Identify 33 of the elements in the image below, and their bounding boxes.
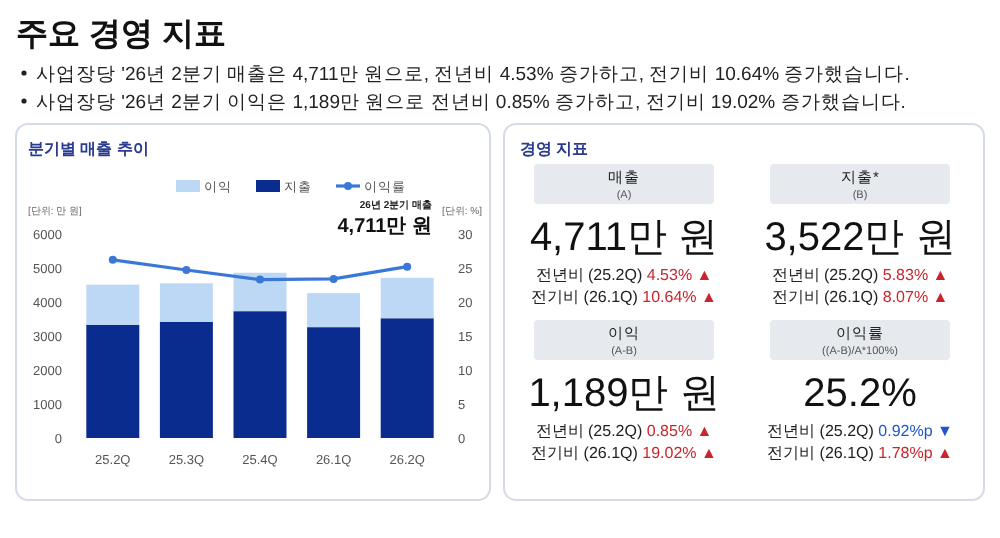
text: 전기비 (26.1Q) 8.07% ▲ bbox=[771, 288, 949, 306]
text: 경영 지표 bbox=[520, 140, 589, 158]
bar bbox=[380, 318, 434, 438]
point bbox=[182, 266, 191, 275]
text: 전기비 (26.1Q) 19.02% ▲ bbox=[531, 444, 717, 462]
text: 4,711만 원 bbox=[529, 216, 719, 260]
bar bbox=[159, 321, 213, 438]
bar bbox=[380, 277, 434, 319]
bar bbox=[307, 327, 361, 438]
point bbox=[329, 274, 338, 283]
bar bbox=[307, 293, 361, 328]
text: 전기비 (26.1Q) 10.64% ▲ bbox=[531, 288, 717, 306]
text: 전년비 (25.2Q) 4.53% ▲ bbox=[535, 266, 713, 284]
text: 3,522만 원 bbox=[764, 216, 956, 260]
text: 1,189만 원 bbox=[528, 372, 720, 416]
text: 전기비 (26.1Q) 1.78%p ▲ bbox=[767, 444, 953, 462]
bar bbox=[233, 272, 287, 312]
text: 사업장당 '26년 2분기 매출은 4,711만 원으로, 전년비 4.53% 증가하고, 전기비 10.64% 증가했습니다. bbox=[36, 64, 910, 86]
text: 전년비 (25.2Q) 5.83% ▲ bbox=[771, 266, 949, 284]
point bbox=[256, 275, 264, 284]
text: 사업장당 '26년 2분기 이익은 1,189만 원으로 전년비 0.85% 증가하고, 전기비 19.02% 증가했습니다. bbox=[36, 92, 906, 114]
bar bbox=[86, 284, 140, 325]
bar bbox=[233, 311, 287, 438]
text: 전년비 (25.2Q) 0.85% ▲ bbox=[535, 422, 713, 440]
point bbox=[403, 262, 412, 271]
annotation: 4,711만 원 bbox=[337, 216, 432, 238]
text: 전년비 (25.2Q) 0.92%p ▼ bbox=[767, 422, 953, 440]
point bbox=[108, 255, 117, 264]
bar bbox=[159, 283, 213, 322]
text: 주요 경영 지표 bbox=[16, 18, 226, 52]
text: 25.2% bbox=[803, 372, 918, 416]
bar bbox=[86, 324, 140, 438]
chart-title: 분기별 매출 추이 bbox=[28, 140, 149, 158]
